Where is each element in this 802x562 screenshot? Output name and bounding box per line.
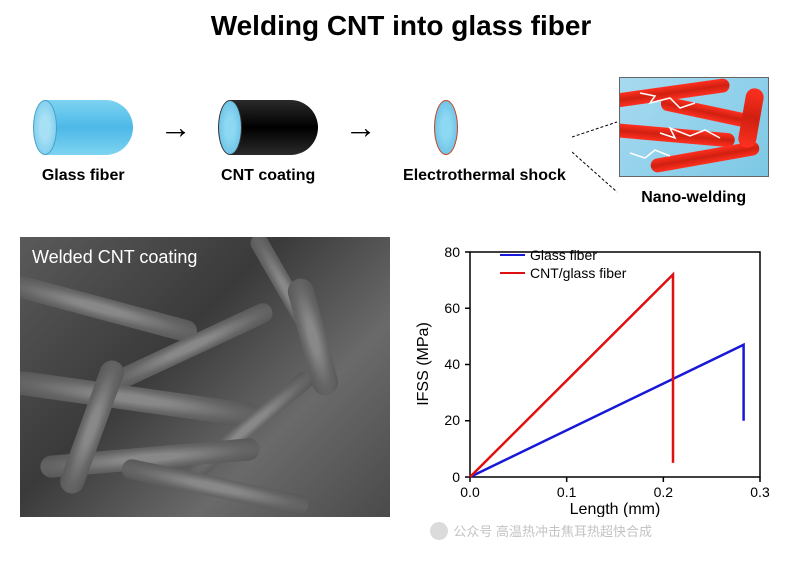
wechat-icon xyxy=(430,522,448,540)
svg-text:0: 0 xyxy=(452,469,460,485)
cnt-cylinder xyxy=(218,100,318,155)
stage1-label: Glass fiber xyxy=(42,167,125,185)
sem-micrograph: Welded CNT coating xyxy=(20,237,390,517)
svg-text:80: 80 xyxy=(444,244,460,260)
bottom-panels: Welded CNT coating 0 20 40 xyxy=(0,222,802,542)
figure-title: Welding CNT into glass fiber xyxy=(0,0,802,62)
ifss-chart: 0 20 40 60 80 0.0 0.1 0.2 xyxy=(410,237,780,517)
legend-cnt: CNT/glass fiber xyxy=(500,265,626,281)
stage-cnt-coating: CNT coating xyxy=(218,100,318,185)
legend-glass: Glass fiber xyxy=(500,247,626,263)
chart-legend: Glass fiber CNT/glass fiber xyxy=(500,247,626,283)
stage2-label: CNT coating xyxy=(221,167,315,185)
zoom-panel xyxy=(619,77,769,177)
process-diagram: Glass fiber → CNT coating → Electrotherm… xyxy=(0,62,802,222)
stage-nanowelding: Nano-welding xyxy=(619,77,769,207)
arrow-icon: → xyxy=(345,109,377,146)
y-axis-label: IFSS (MPa) xyxy=(415,322,432,406)
svg-text:20: 20 xyxy=(444,412,460,428)
svg-text:0.0: 0.0 xyxy=(460,484,480,500)
svg-text:0.3: 0.3 xyxy=(750,484,770,500)
svg-text:60: 60 xyxy=(444,300,460,316)
x-axis-label: Length (mm) xyxy=(570,501,661,517)
stage4-label: Nano-welding xyxy=(641,189,746,207)
svg-text:0.2: 0.2 xyxy=(654,484,674,500)
sem-label: Welded CNT coating xyxy=(32,247,197,268)
watermark: 公众号 高温热冲击焦耳热超快合成 xyxy=(430,521,652,540)
glass-fiber-cylinder xyxy=(33,100,133,155)
svg-text:40: 40 xyxy=(444,356,460,372)
x-axis-ticks: 0.0 0.1 0.2 0.3 xyxy=(460,477,770,500)
arrow-icon: → xyxy=(160,109,192,146)
stage3-label: Electrothermal shock xyxy=(403,167,566,185)
y-axis-ticks: 0 20 40 60 80 xyxy=(444,244,470,485)
stage-electrothermal: Electrothermal shock xyxy=(403,100,566,185)
svg-text:0.1: 0.1 xyxy=(557,484,577,500)
stage-glass-fiber: Glass fiber xyxy=(33,100,133,185)
shock-cylinder xyxy=(434,100,534,155)
